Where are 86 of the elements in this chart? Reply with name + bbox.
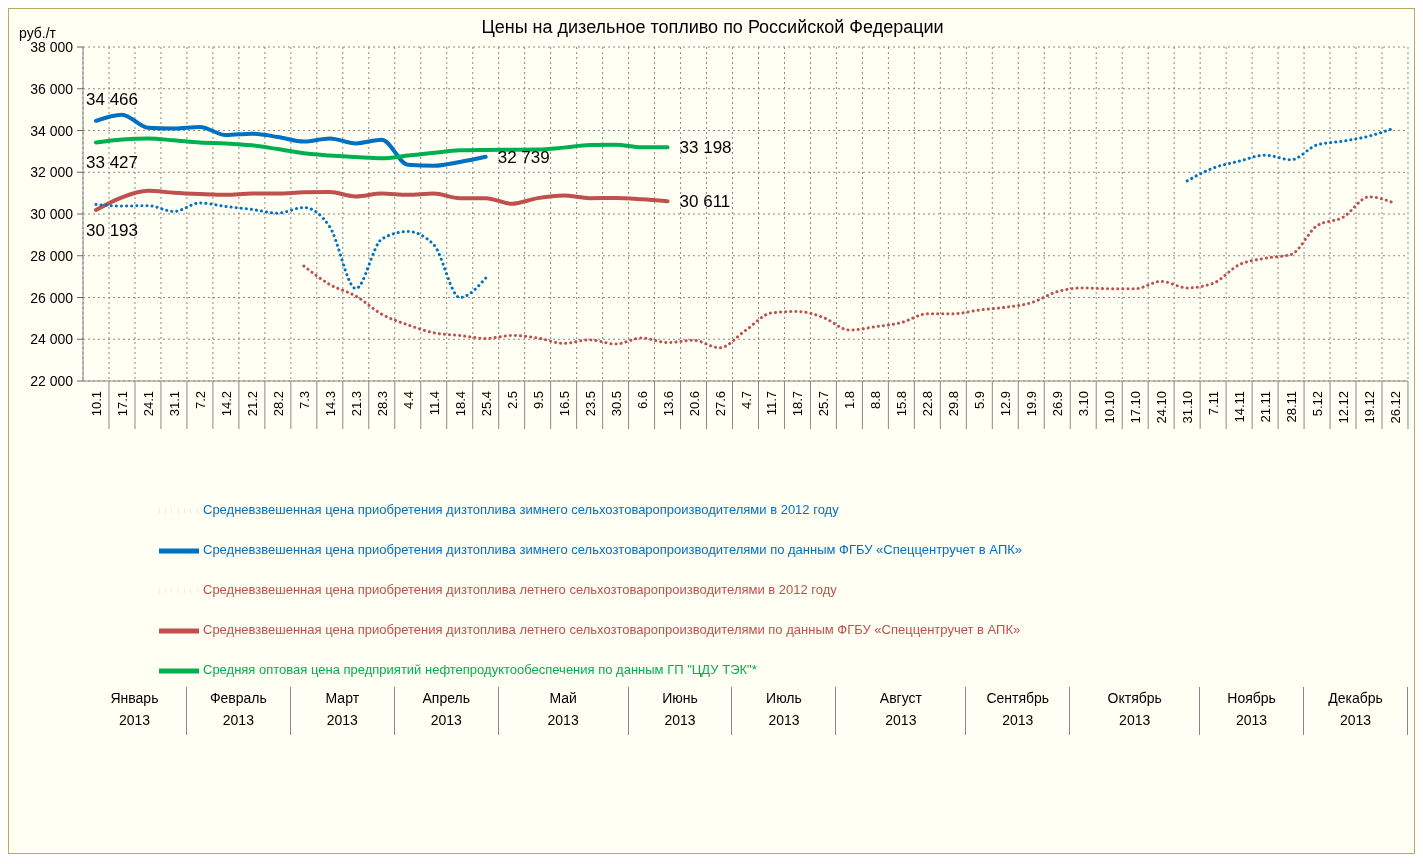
x-tick-label: 3.10 bbox=[1076, 391, 1092, 417]
x-tick-label: 21.11 bbox=[1258, 391, 1274, 423]
x-tick-label: 21.3 bbox=[348, 391, 364, 417]
x-tick-label: 7.2 bbox=[192, 391, 208, 410]
x-tick-label: 24.10 bbox=[1154, 391, 1170, 424]
line-series bbox=[94, 188, 670, 212]
x-tick-label: 20.6 bbox=[686, 391, 702, 417]
x-tick-label: 17.10 bbox=[1128, 391, 1144, 424]
x-tick-label: 9.5 bbox=[530, 391, 546, 410]
y-tick-label: 36 000 bbox=[30, 80, 74, 97]
x-tick-label: 28.3 bbox=[374, 391, 390, 417]
x-tick-label: 11.4 bbox=[426, 391, 442, 416]
x-tick-label: 14.11 bbox=[1232, 391, 1248, 423]
text: Декабрь 2013 bbox=[1304, 687, 1408, 735]
text: Апрель 2013 bbox=[394, 687, 499, 735]
x-tick-label: 18.4 bbox=[452, 391, 468, 417]
x-tick-label: 5.9 bbox=[972, 391, 988, 410]
text: Октябрь 2013 bbox=[1070, 687, 1201, 735]
y-tick-label: 34 000 bbox=[30, 122, 74, 139]
x-tick-label: 16.5 bbox=[556, 391, 572, 417]
x-tick-label: 24.1 bbox=[140, 391, 156, 417]
x-tick-label: 6.6 bbox=[634, 391, 650, 410]
x-tick-label: 27.6 bbox=[712, 391, 728, 417]
x-tick-label: 31.10 bbox=[1180, 391, 1196, 424]
legend-label: Средневзвешенная цена приобретения дизтоплива зимнего сельхозтоваропроизводителями по данным ФГБУ «Спеццентручет в АПК» bbox=[203, 542, 1023, 558]
x-tick-label: 28.2 bbox=[270, 391, 286, 417]
text: Июнь 2013 bbox=[628, 687, 733, 735]
x-tick-label: 2.5 bbox=[504, 391, 520, 410]
y-tick-label: 26 000 bbox=[30, 289, 74, 306]
x-tick-label: 12.12 bbox=[1336, 391, 1352, 424]
data-label: 33 198 bbox=[679, 138, 732, 158]
text: Ноябрь 2013 bbox=[1200, 687, 1305, 735]
data-label: 34 466 bbox=[86, 89, 138, 109]
y-tick-label: 24 000 bbox=[30, 331, 74, 348]
x-tick-label: 10.1 bbox=[89, 391, 104, 417]
legend-label: Средневзвешенная цена приобретения дизтоплива летнего сельхозтоваропроизводителями в 2012 году bbox=[203, 582, 837, 598]
x-tick-label: 19.12 bbox=[1362, 391, 1378, 424]
x-tick-label: 15.8 bbox=[894, 391, 910, 417]
x-tick-label: 1.8 bbox=[842, 391, 858, 410]
x-tick-label: 28.11 bbox=[1284, 391, 1300, 423]
legend-label: Средняя оптовая цена предприятий нефтепродуктообеспечения по данным ГП "ЦДУ ТЭК"* bbox=[203, 662, 757, 678]
x-tick-label: 4.7 bbox=[738, 391, 754, 410]
data-label: 33 427 bbox=[86, 153, 138, 173]
x-tick-label: 8.8 bbox=[868, 391, 884, 410]
legend-label: Средневзвешенная цена приобретения дизтоплива зимнего сельхозтоваропроизводителями в 2012 году bbox=[203, 502, 839, 518]
text: Август 2013 bbox=[836, 687, 967, 735]
x-tick-label: 30.5 bbox=[608, 391, 624, 417]
x-tick-label: 13.6 bbox=[660, 391, 676, 417]
legend-label: Средневзвешенная цена приобретения дизтоплива летнего сельхозтоваропроизводителями по данным ФГБУ «Спеццентручет в АПК» bbox=[203, 622, 1021, 638]
x-tick-label: 22.8 bbox=[920, 391, 936, 417]
data-label: 32 739 bbox=[497, 147, 550, 167]
x-tick-label: 31.1 bbox=[166, 391, 182, 417]
text: Февраль 2013 bbox=[186, 687, 291, 735]
x-tick-label: 26.9 bbox=[1050, 391, 1066, 417]
text: Июль 2013 bbox=[732, 687, 837, 735]
x-tick-label: 10.10 bbox=[1102, 391, 1118, 424]
data-label: 30 611 bbox=[679, 192, 731, 212]
chart-title: Цены на дизельное топливо по Российской Федерации bbox=[481, 17, 944, 37]
text: Январь 2013 bbox=[83, 687, 187, 735]
x-tick-label: 12.9 bbox=[998, 391, 1014, 417]
text: Май 2013 bbox=[498, 687, 629, 735]
x-tick-label: 14.3 bbox=[322, 391, 338, 417]
y-tick-label: 38 000 bbox=[30, 39, 74, 55]
x-tick-label: 26.12 bbox=[1388, 391, 1403, 424]
x-tick-label: 17.1 bbox=[114, 391, 130, 417]
y-tick-label: 28 000 bbox=[30, 247, 74, 264]
x-tick-label: 14.2 bbox=[218, 391, 234, 417]
text: Сентябрь 2013 bbox=[966, 687, 1071, 735]
x-tick-label: 18.7 bbox=[790, 391, 806, 417]
y-tick-label: 22 000 bbox=[30, 373, 74, 389]
text: Март 2013 bbox=[290, 687, 395, 735]
y-tick-label: 30 000 bbox=[30, 206, 74, 222]
x-tick-label: 25.4 bbox=[478, 391, 494, 417]
x-tick-label: 21.2 bbox=[244, 391, 260, 417]
x-tick-label: 7.3 bbox=[296, 391, 312, 410]
y-tick-label: 32 000 bbox=[30, 164, 74, 181]
y-axis-title: руб./т bbox=[19, 25, 56, 41]
data-label: 30 193 bbox=[86, 220, 138, 240]
x-tick-label: 25.7 bbox=[816, 391, 832, 417]
x-tick-label: 5.12 bbox=[1310, 391, 1326, 417]
x-tick-label: 11.7 bbox=[764, 391, 780, 416]
x-tick-label: 23.5 bbox=[582, 391, 598, 417]
x-tick-label: 4.4 bbox=[400, 391, 416, 410]
x-tick-label: 29.8 bbox=[946, 391, 962, 417]
x-tick-label: 19.9 bbox=[1024, 391, 1040, 417]
x-tick-label: 7.11 bbox=[1206, 391, 1222, 416]
